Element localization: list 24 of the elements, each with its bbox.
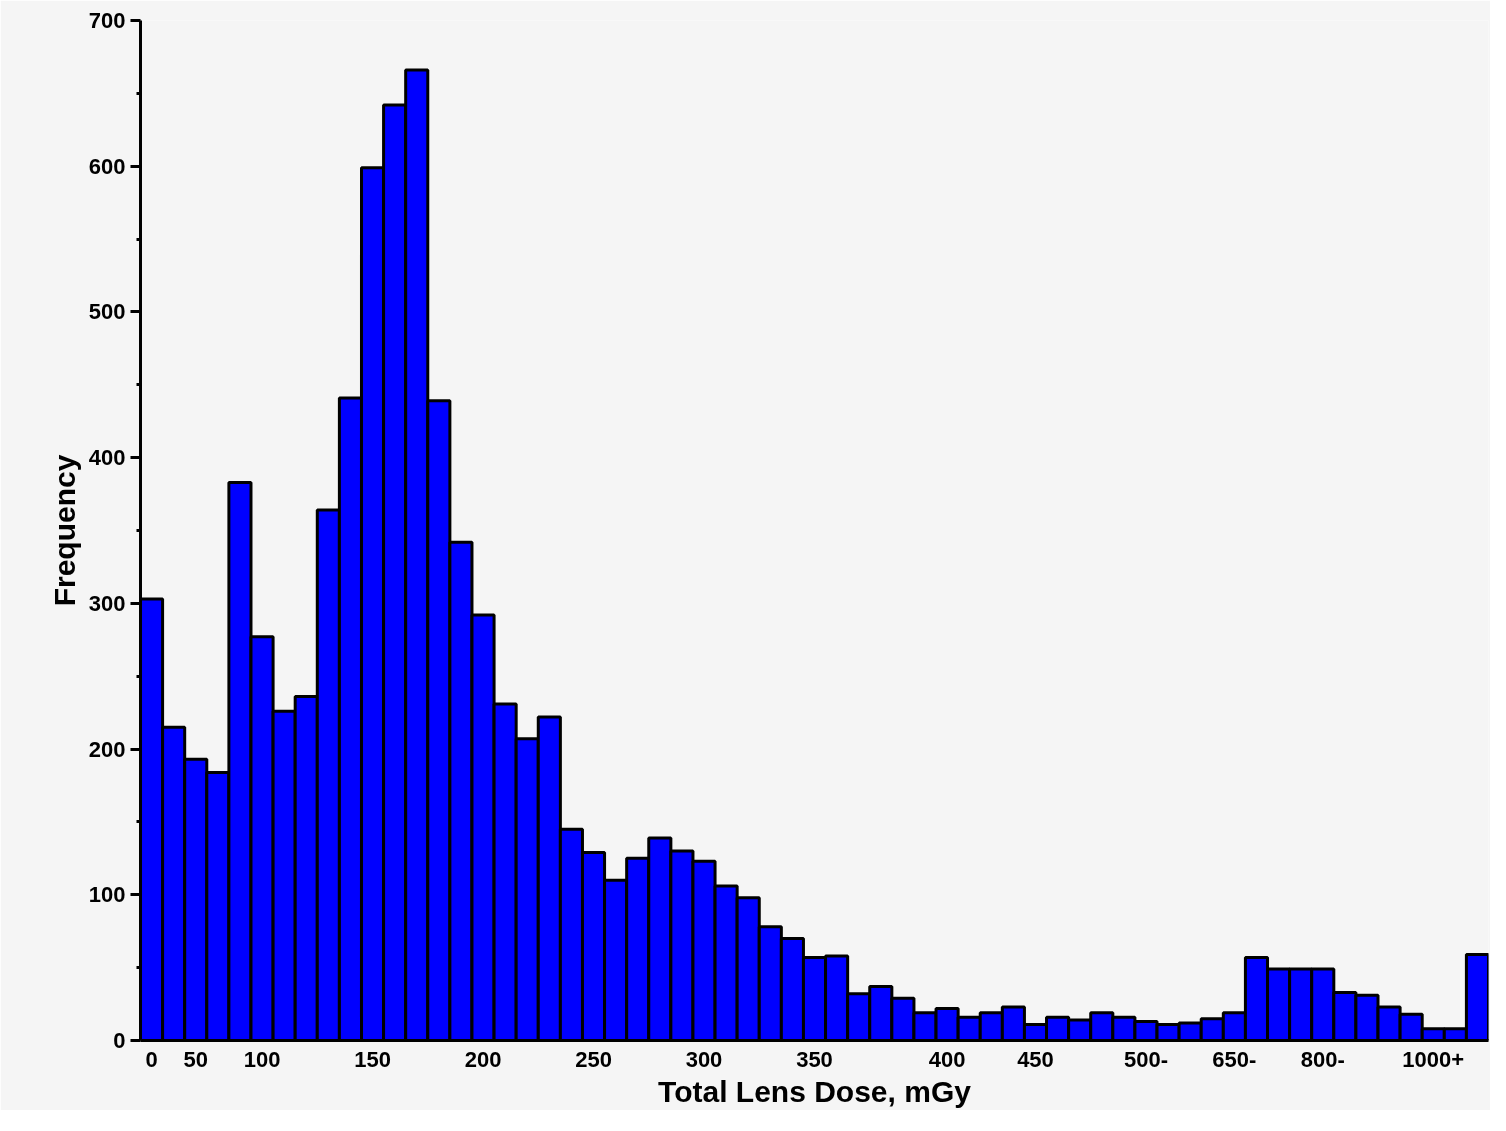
y-tick-label: 300 bbox=[88, 590, 126, 616]
x-axis-title: Total Lens Dose, mGy bbox=[658, 1074, 972, 1108]
x-tick-label: 200 bbox=[464, 1046, 502, 1072]
y-tick-label: 200 bbox=[88, 736, 126, 762]
y-tick-label: 500 bbox=[88, 299, 126, 325]
x-tick-label: 1000+ bbox=[1402, 1046, 1465, 1072]
x-tick-label: 0 bbox=[145, 1046, 158, 1072]
y-tick-label: 400 bbox=[88, 445, 126, 471]
y-tick-label: 0 bbox=[113, 1028, 126, 1053]
x-tick-label: 150 bbox=[354, 1046, 391, 1072]
x-tick-label: 400 bbox=[928, 1046, 966, 1072]
x-tick-label: 100 bbox=[243, 1046, 281, 1072]
x-tick-label: 350 bbox=[796, 1046, 833, 1072]
y-tick-label: 600 bbox=[88, 153, 126, 179]
x-tick-label: 300 bbox=[685, 1046, 723, 1072]
y-axis-title: Frequency bbox=[47, 454, 81, 607]
y-tick-label: 100 bbox=[88, 882, 126, 908]
y-tick-label: 700 bbox=[88, 8, 126, 33]
x-tick-label: 800- bbox=[1300, 1046, 1345, 1072]
x-tick-label: 450 bbox=[1017, 1046, 1054, 1072]
x-tick-label: 500- bbox=[1123, 1046, 1169, 1072]
x-tick-label: 50 bbox=[183, 1046, 208, 1072]
x-tick-label: 650- bbox=[1212, 1046, 1257, 1072]
x-tick-label: 250 bbox=[575, 1046, 612, 1072]
